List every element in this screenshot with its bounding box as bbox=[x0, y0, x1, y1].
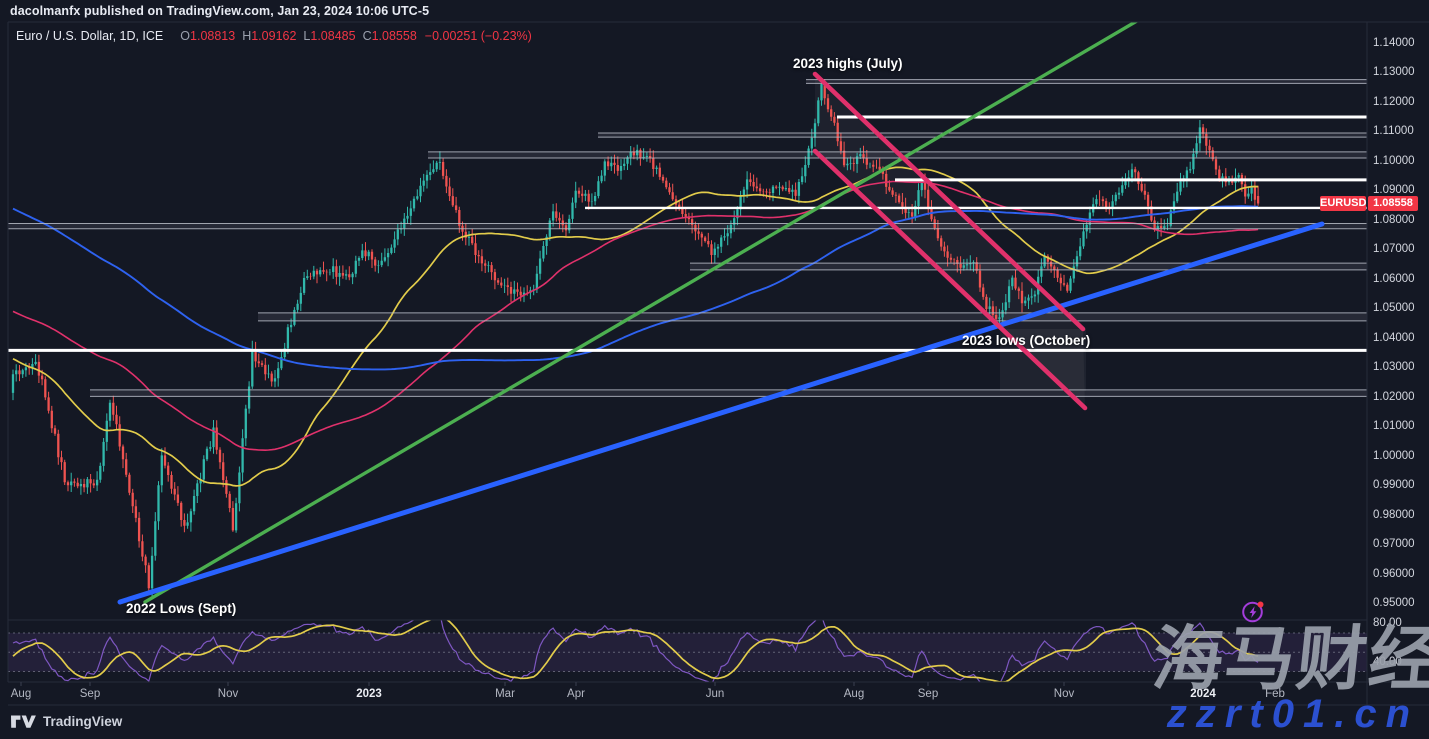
time-tick-label: Aug bbox=[843, 688, 865, 700]
tradingview-logo-icon bbox=[11, 715, 36, 728]
ma-line-50 bbox=[12, 166, 1259, 487]
ma-line-200 bbox=[12, 205, 1259, 371]
sr-zone-fill bbox=[806, 79, 1367, 84]
chart-annotation[interactable]: 2023 highs (July) bbox=[793, 56, 903, 71]
time-tick-label: Mar bbox=[495, 688, 515, 700]
ohlc-key: H bbox=[242, 29, 252, 43]
price-tick-label: 1.02000 bbox=[1373, 390, 1415, 403]
lightning-icon bbox=[1242, 601, 1264, 623]
candle-bodies-down bbox=[18, 84, 1260, 589]
time-tick-label: 2023 bbox=[356, 688, 382, 700]
sr-zone-fill bbox=[258, 312, 1367, 321]
price-tick-label: 1.13000 bbox=[1373, 66, 1415, 78]
ohlc-key: O bbox=[180, 29, 191, 43]
time-tick-label: Aug bbox=[10, 688, 32, 700]
ohlc-key: C bbox=[362, 29, 372, 43]
secular-uptrend-green bbox=[143, 22, 1139, 604]
ohlc-value: 1.08485 bbox=[310, 29, 356, 43]
main-pane bbox=[8, 22, 1367, 605]
indicator-tick-label: 80.00 bbox=[1373, 617, 1402, 630]
sr-zone-fill bbox=[8, 223, 1367, 229]
price-tick-label: 0.99000 bbox=[1373, 479, 1415, 491]
ohlc-key: L bbox=[303, 29, 311, 43]
price-tick-label: 0.97000 bbox=[1373, 538, 1415, 550]
time-tick-label: Jun bbox=[705, 688, 725, 700]
price-tick-label: 1.08000 bbox=[1373, 213, 1415, 226]
long-term-uptrend-blue bbox=[117, 221, 1325, 605]
price-tick-label: 1.14000 bbox=[1373, 36, 1415, 49]
ohlc-values: O1.08813 H1.09162 L1.08485 C1.08558 bbox=[173, 29, 417, 43]
chart-annotation[interactable]: 2022 Lows (Sept) bbox=[126, 601, 237, 616]
time-tick-label: Apr bbox=[567, 688, 585, 700]
ohlc-value: 1.08813 bbox=[190, 29, 236, 43]
ohlc-value: 1.08558 bbox=[371, 29, 417, 43]
ohlc-value: 1.09162 bbox=[251, 29, 297, 43]
price-tick-label: 1.12000 bbox=[1373, 95, 1415, 108]
price-tick-label: 1.07000 bbox=[1373, 243, 1415, 255]
indicator-tick-label: 40.00 bbox=[1373, 655, 1402, 668]
symbol-description: Euro / U.S. Dollar, 1D, ICE bbox=[16, 29, 164, 43]
tradingview-brand-link[interactable]: TradingView bbox=[10, 714, 122, 729]
time-tick-label: Nov bbox=[217, 688, 239, 700]
watermark-url: zzrt01.cn bbox=[1166, 692, 1419, 736]
symbol-legend[interactable]: Euro / U.S. Dollar, 1D, ICE O1.08813 H1.09… bbox=[16, 29, 532, 43]
down-channel-upper bbox=[812, 71, 1086, 332]
down-channel-lower bbox=[812, 148, 1088, 411]
change-value: −0.00251 (−0.23%) bbox=[424, 29, 532, 43]
time-tick-label: 2024 bbox=[1190, 688, 1216, 700]
watermark-cjk: 海马财经 bbox=[1148, 620, 1429, 698]
sr-zone-fill bbox=[690, 263, 1367, 270]
price-tick-label: 1.05000 bbox=[1373, 302, 1415, 314]
price-tick-label: 1.11000 bbox=[1373, 125, 1414, 137]
sr-zone-fill bbox=[598, 132, 1367, 138]
tradingview-brand-label: TradingView bbox=[43, 714, 123, 729]
time-tick-label: Feb bbox=[1265, 688, 1285, 700]
time-tick-label: Sep bbox=[79, 688, 101, 700]
price-tag-symbol: EURUSD bbox=[1320, 196, 1367, 212]
price-tick-label: 0.95000 bbox=[1373, 597, 1415, 609]
indicator-pane bbox=[8, 620, 1367, 682]
price-tick-label: 1.04000 bbox=[1373, 331, 1415, 344]
price-tick-label: 1.01000 bbox=[1373, 420, 1415, 432]
price-tick-label: 0.96000 bbox=[1373, 567, 1415, 580]
price-tick-label: 1.06000 bbox=[1373, 272, 1415, 285]
sr-zone-fill bbox=[90, 389, 1367, 397]
price-tick-label: 1.10000 bbox=[1373, 154, 1415, 167]
time-tick-label: Sep bbox=[917, 688, 939, 700]
publish-byline: dacolmanfx published on TradingView.com,… bbox=[10, 4, 430, 18]
price-tick-label: 1.03000 bbox=[1373, 361, 1415, 373]
price-tick-label: 0.98000 bbox=[1373, 508, 1415, 521]
rsi-ma-line bbox=[12, 620, 1259, 682]
time-tick-label: Nov bbox=[1053, 688, 1075, 700]
price-tick-label: 1.09000 bbox=[1373, 184, 1415, 196]
price-tick-label: 1.00000 bbox=[1373, 449, 1415, 462]
price-tag-value: 1.08558 bbox=[1368, 196, 1418, 212]
chart-annotation[interactable]: 2023 lows (October) bbox=[962, 333, 1091, 348]
flash-actions-button[interactable] bbox=[1240, 598, 1267, 625]
ma-line-100 bbox=[12, 180, 1259, 451]
